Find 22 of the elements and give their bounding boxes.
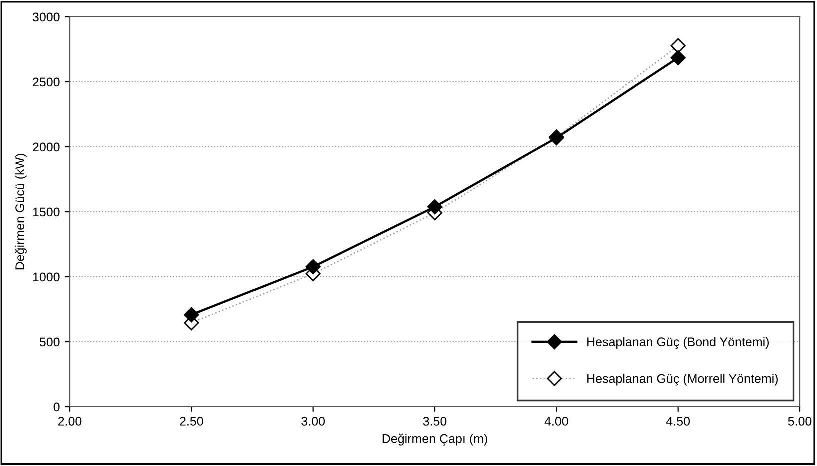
x-tick-label: 4.00 — [544, 417, 568, 426]
y-tick-label: 1500 — [33, 208, 60, 217]
point — [306, 259, 321, 275]
y-tick-label: 2000 — [33, 142, 60, 152]
x-tick-label: 2.00 — [58, 417, 82, 426]
x-tick-label: 5.00 — [788, 417, 812, 426]
legend-label: Hesaplanan Güç (Morrell Yöntemi) — [588, 374, 778, 386]
y-tick-label: 1000 — [33, 272, 60, 282]
x-tick-label: 3.00 — [302, 417, 326, 426]
point — [427, 199, 443, 215]
point — [184, 307, 200, 323]
x-tick-label: 2.50 — [180, 417, 204, 426]
x-tick-label: 3.50 — [423, 417, 447, 426]
y-axis-title: Değirmen Gücü (kW) — [15, 154, 27, 270]
y-tick-label: 2500 — [33, 78, 60, 87]
y-tick-label: 0 — [54, 402, 60, 412]
legend-label: Hesaplanan Güç (Bond Yöntemi) — [588, 337, 769, 350]
x-tick-label: 4.50 — [666, 417, 690, 426]
x-axis-title: Değirmen Çapı (m) — [382, 434, 488, 446]
y-tick-label: 500 — [40, 338, 60, 347]
point — [670, 50, 686, 66]
y-tick-label: 3000 — [32, 12, 60, 22]
